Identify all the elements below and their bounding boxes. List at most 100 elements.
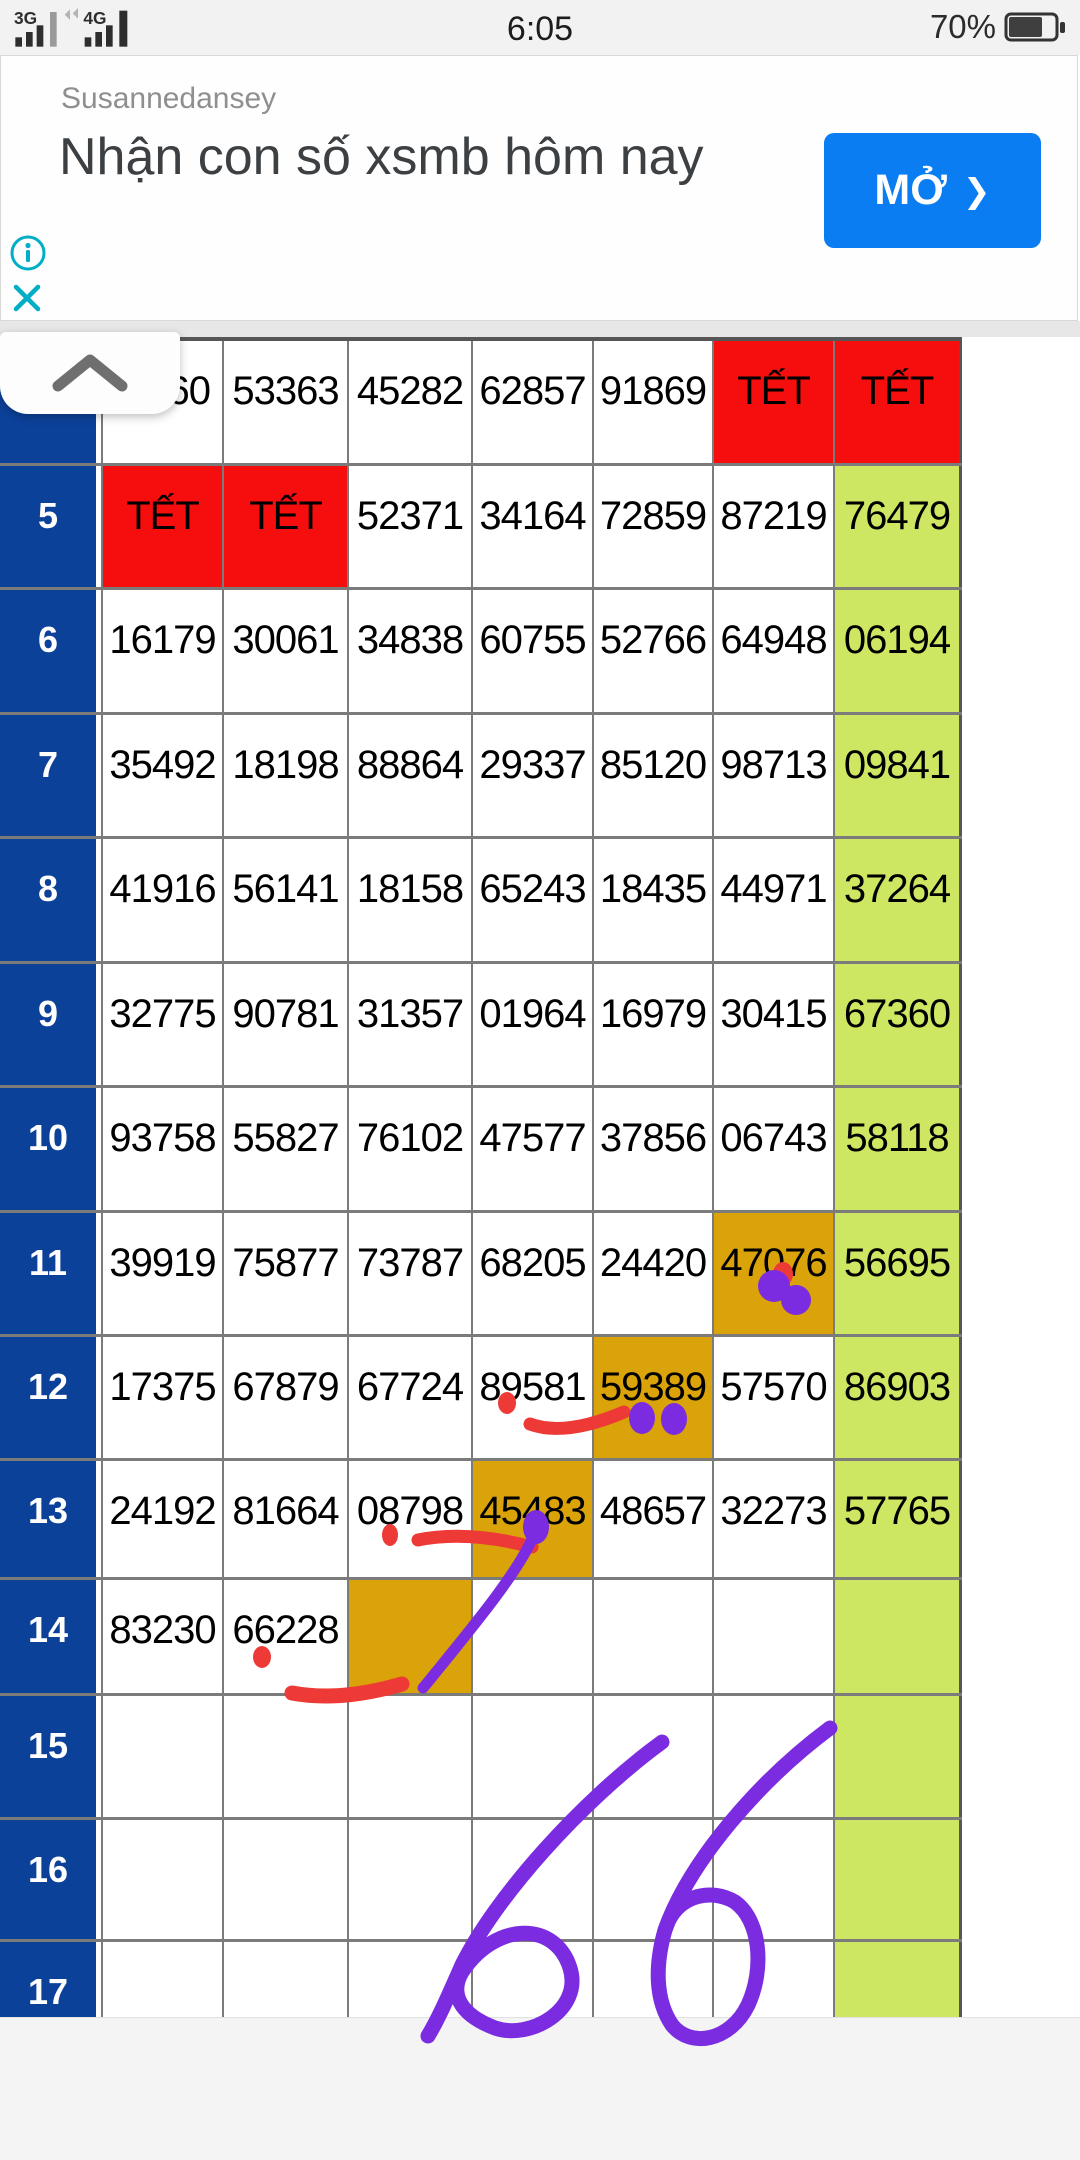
table-cell [349,1580,473,1693]
nav-bar [0,2017,1080,2160]
tet-cell: TẾT [835,341,962,463]
clock: 6:05 [506,10,574,48]
table-cell [835,1942,962,2017]
table-cell [101,1820,224,1939]
table-row: 5 TẾT TẾT 52371 34164 72859 87219 76479 [0,466,962,590]
table-cell: 56695 [835,1213,962,1334]
table-cell [714,1696,835,1817]
table-cell: 87219 [714,466,835,587]
table-cell: 37856 [594,1088,714,1210]
network-3g-label: 3G [14,8,37,28]
ad-banner: Susannedansey Nhận con số xsmb hôm nay M… [0,55,1078,321]
table-row: 13 24192 81664 08798 45483 48657 32273 57765 [0,1461,962,1580]
table-cell: 89581 [473,1337,594,1458]
table-cell [224,1942,349,2017]
table-cell [594,1696,714,1817]
row-number: 7 [0,715,101,836]
tet-cell: TẾT [101,466,224,587]
row-number: 17 [0,1942,101,2017]
table-cell: 45282 [349,341,473,463]
table-row: 8 41916 56141 18158 65243 18435 44971 37264 [0,839,962,964]
table-cell [473,1580,594,1693]
table-row: 12 17375 67879 67724 89581 59389 57570 86903 [0,1337,962,1461]
table-cell: 18198 [224,715,349,836]
table-cell: 68205 [473,1213,594,1334]
table-cell: 88864 [349,715,473,836]
row-number: 10 [0,1088,101,1210]
table-cell: 44971 [714,839,835,961]
table-cell [594,1580,714,1693]
table-cell: 56141 [224,839,349,961]
results-table: 60 53363 45282 62857 91869 TẾT TẾT 5 TẾT TẾT 52371… [0,337,962,2017]
row-number: 5 [0,466,101,587]
table-cell: 30061 [224,590,349,712]
table-cell: 32775 [101,964,224,1085]
table-cell: 37264 [835,839,962,961]
table-cell: 41916 [101,839,224,961]
table-cell: 48657 [594,1461,714,1577]
ad-divider [0,321,1080,337]
status-bar: 3G 4G 6:05 70% [0,0,1080,55]
table-cell: 93758 [101,1088,224,1210]
signal-icons: 3G 4G [14,8,174,53]
row-number: 8 [0,839,101,961]
table-cell: 29337 [473,715,594,836]
ad-info-icon[interactable] [9,234,47,272]
table-cell: 32273 [714,1461,835,1577]
table-row: 6 16179 30061 34838 60755 52766 64948 06194 [0,590,962,715]
tet-cell: TẾT [224,466,349,587]
table-cell: 62857 [473,341,594,463]
table-cell: 57570 [714,1337,835,1458]
ad-open-button[interactable]: MỞ ❯ [824,133,1041,248]
table-cell: 08798 [349,1461,473,1577]
table-cell: 75877 [224,1213,349,1334]
table-cell: 01964 [473,964,594,1085]
table-cell: 52766 [594,590,714,712]
network-4g-label: 4G [83,8,106,28]
table-cell: 85120 [594,715,714,836]
table-cell: 83230 [101,1580,224,1693]
table-cell [714,1942,835,2017]
table-cell: 86903 [835,1337,962,1458]
table-cell [349,1820,473,1939]
table-cell [473,1696,594,1817]
chevron-up-icon [52,354,128,392]
table-cell: 18158 [349,839,473,961]
table-row: 15 [0,1696,962,1820]
table-cell: 34164 [473,466,594,587]
row-number: 13 [0,1461,101,1577]
table-cell: 64948 [714,590,835,712]
table-row: 7 35492 18198 88864 29337 85120 98713 09841 [0,715,962,839]
table-cell: 45483 [473,1461,594,1577]
row-number: 16 [0,1820,101,1939]
scroll-to-top-button[interactable] [0,332,180,414]
table-cell: 24192 [101,1461,224,1577]
table-cell [349,1696,473,1817]
table-cell [835,1696,962,1817]
table-cell [473,1820,594,1939]
table-cell: 67724 [349,1337,473,1458]
table-cell [714,1580,835,1693]
chevron-right-icon: ❯ [962,172,991,209]
table-cell: 16979 [594,964,714,1085]
table-cell: 55827 [224,1088,349,1210]
table-cell: 76102 [349,1088,473,1210]
battery-icon [1004,12,1065,42]
table-cell [224,1696,349,1817]
table-cell: 35492 [101,715,224,836]
tet-cell: TẾT [714,341,835,463]
table-cell: 90781 [224,964,349,1085]
table-cell: 66228 [224,1580,349,1693]
table-cell: 16179 [101,590,224,712]
table-cell: 06743 [714,1088,835,1210]
table-cell: 06194 [835,590,962,712]
table-cell: 31357 [349,964,473,1085]
table-cell: 73787 [349,1213,473,1334]
ad-close-icon[interactable] [11,282,43,314]
ad-advertiser: Susannedansey [61,82,277,115]
table-row: 11 39919 75877 73787 68205 24420 47076 56695 [0,1213,962,1337]
row-number: 9 [0,964,101,1085]
results-table-viewport[interactable]: 60 53363 45282 62857 91869 TẾT TẾT 5 TẾT TẾT 52371… [0,337,1080,2017]
table-cell: 76479 [835,466,962,587]
